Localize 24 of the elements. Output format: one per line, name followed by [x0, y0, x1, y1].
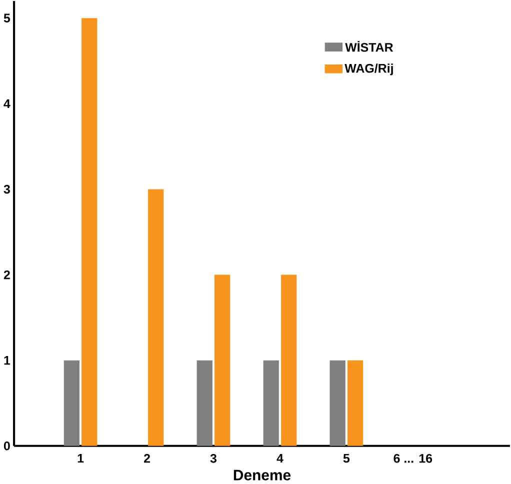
- x-tick-label: 1: [78, 454, 84, 463]
- legend-label: WAG/Rij: [344, 64, 393, 76]
- bar: [82, 18, 98, 446]
- bar: [214, 274, 230, 446]
- x-tick-label: 3: [210, 454, 216, 463]
- bar: [148, 189, 164, 446]
- y-tick-label: 5: [4, 14, 10, 23]
- y-tick-label: 3: [4, 184, 10, 194]
- x-tick-label: 4: [276, 454, 284, 463]
- bar: [281, 274, 297, 446]
- x-tick-label: 6 ... 16: [394, 454, 432, 463]
- y-tick-label: 0: [4, 442, 10, 450]
- bar: [263, 360, 279, 446]
- x-axis-title: Deneme: [234, 470, 291, 480]
- bar: [330, 360, 346, 446]
- bar: [196, 360, 212, 446]
- legend-label: WİSTAR: [345, 41, 394, 52]
- x-tick-label: 5: [343, 454, 350, 463]
- y-tick-label: 1: [4, 356, 10, 365]
- x-tick-label: 2: [144, 454, 150, 463]
- y-tick-label: 4: [4, 99, 10, 108]
- bar: [347, 360, 364, 446]
- y-tick-label: 2: [4, 270, 10, 280]
- bar: [64, 360, 80, 446]
